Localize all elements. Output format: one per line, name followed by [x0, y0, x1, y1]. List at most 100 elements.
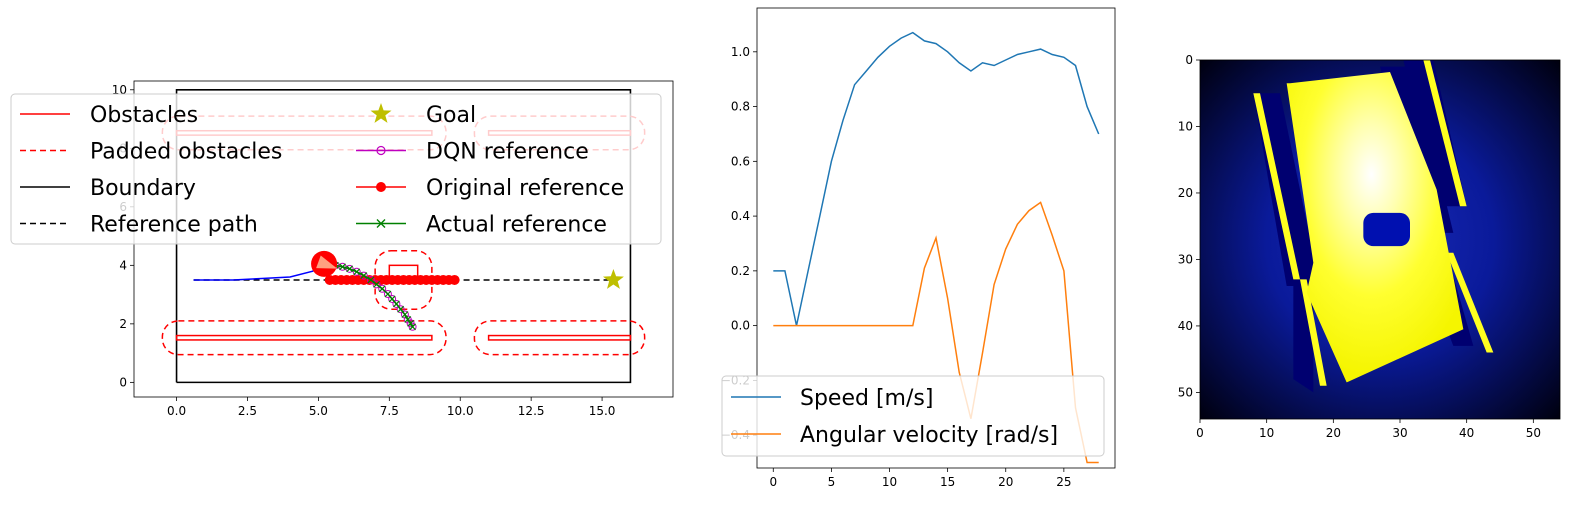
actual-reference-point — [373, 280, 380, 288]
vehicle-trajectory-line — [193, 263, 325, 281]
p1-x-tick-label: 5.0 — [309, 404, 328, 418]
p3-y-tick-label: 0 — [1185, 53, 1193, 67]
legend-x-marker — [376, 219, 386, 228]
legend-label: Goal — [426, 103, 476, 128]
dqn-reference-point — [359, 271, 368, 280]
dqn-reference-point — [372, 280, 381, 289]
legend: Obstacles Padded obstacles Boundary Referen… — [10, 93, 662, 245]
actual-reference-point — [407, 319, 415, 327]
p1-x-tick-label: 15.0 — [589, 404, 616, 418]
actual-reference-point — [392, 300, 400, 308]
dqn-reference-point — [383, 290, 392, 299]
p3-x-tick-label: 10 — [1259, 426, 1274, 440]
dqn-reference-point — [388, 294, 397, 303]
dqn-reference-point — [392, 299, 401, 308]
p1-y-tick-label: 10 — [112, 83, 127, 97]
p3-x-tick-label: 30 — [1392, 426, 1407, 440]
p2-y-tick-label: 0.8 — [731, 100, 750, 114]
goal-star — [603, 269, 624, 289]
wall-edge — [1423, 60, 1467, 207]
dqn-reference-point — [396, 305, 405, 314]
legend-label: DQN reference — [426, 140, 589, 165]
p2-x-tick-label: 15 — [940, 475, 955, 489]
actual-reference-point — [367, 276, 375, 284]
original-reference-point — [449, 274, 460, 285]
padded-obstacle — [161, 320, 447, 356]
actual-reference-point — [404, 316, 412, 323]
actual-reference-line — [335, 264, 414, 328]
p3-y-tick-label: 20 — [1178, 186, 1193, 200]
wall-edge — [1446, 252, 1494, 353]
dqn-reference-point — [366, 275, 375, 284]
p2-y-tick-label: 0.4 — [731, 209, 750, 223]
legend-circle-marker — [376, 145, 386, 156]
p3-x-tick-label: 40 — [1459, 426, 1474, 440]
p3-x-tick-label: 0 — [1196, 426, 1204, 440]
obstacle — [175, 334, 433, 341]
p1-x-tick-label: 12.5 — [518, 404, 545, 418]
padded-obstacle — [473, 320, 646, 356]
p2-x-tick-label: 0 — [769, 475, 777, 489]
p1-x-tick-label: 10.0 — [447, 404, 474, 418]
vehicle-heading-arrow — [316, 255, 338, 269]
actual-reference-point — [360, 272, 368, 279]
legend-label: Angular velocity [rad/s] — [800, 423, 1058, 448]
p1-x-tick-label: 0.0 — [167, 404, 186, 418]
legend-dot-marker — [376, 182, 386, 192]
obstacle — [487, 334, 632, 341]
p2-x-tick-label: 25 — [1056, 475, 1071, 489]
dqn-reference-point — [345, 264, 354, 273]
p1-x-tick-label: 2.5 — [238, 404, 257, 418]
actual-reference-point — [346, 265, 354, 273]
dqn-reference-point — [352, 267, 361, 276]
actual-reference-point — [397, 305, 405, 313]
occupancy-panel: 0 10 20 30 40 50 0 10 20 30 40 50 — [1178, 53, 1561, 440]
legend-label: Reference path — [90, 213, 258, 238]
wall-edge — [1253, 93, 1300, 280]
actual-reference-point — [401, 311, 409, 318]
p2-y-tick-label: 0.6 — [731, 154, 750, 168]
dqn-reference-line — [335, 264, 414, 328]
p2-y-tick-label: 0.0 — [731, 319, 750, 333]
legend-label: Speed [m/s] — [800, 386, 933, 411]
p1-y-tick-label: 4 — [119, 258, 127, 272]
p2-x-tick-label: 20 — [998, 475, 1013, 489]
legend-star-marker — [370, 103, 392, 123]
obstacle-blob — [1363, 212, 1410, 247]
dqn-reference-point — [408, 322, 417, 331]
actual-reference-point — [339, 263, 346, 271]
actual-reference-point — [378, 285, 386, 293]
p1-x-tick-label: 7.5 — [380, 404, 399, 418]
legend-label: Padded obstacles — [90, 140, 282, 165]
p3-x-tick-label: 50 — [1526, 426, 1541, 440]
legend-label: Obstacles — [90, 103, 198, 128]
actual-reference-point — [353, 268, 361, 276]
p3-y-tick-label: 50 — [1178, 385, 1193, 399]
p2-y-tick-label: 0.2 — [731, 264, 750, 278]
p1-y-tick-label: 2 — [119, 317, 127, 331]
legend-box — [10, 93, 662, 245]
actual-reference-point — [409, 323, 417, 331]
trajectory-panel: 0.02.55.07.510.012.515.00246810 Obstacle… — [10, 80, 674, 418]
legend-label: Actual reference — [426, 213, 607, 238]
p3-y-tick-label: 10 — [1178, 119, 1193, 133]
p2-y-tick-label: 1.0 — [731, 45, 750, 59]
legend-label: Original reference — [426, 176, 624, 201]
plot-frame — [1199, 59, 1561, 420]
legend: Speed [m/s] Angular velocity [rad/s] — [721, 375, 1105, 457]
p3-y-tick-label: 40 — [1178, 319, 1193, 333]
legend-label: Boundary — [90, 176, 196, 201]
series-line — [773, 31, 1100, 326]
dqn-reference-point — [378, 284, 387, 293]
p3-x-tick-label: 20 — [1326, 426, 1341, 440]
p2-x-tick-label: 10 — [882, 475, 897, 489]
legend-box — [721, 375, 1105, 457]
p3-y-tick-label: 30 — [1178, 252, 1193, 266]
wall-stripe — [1403, 60, 1467, 207]
wall-edge — [1300, 279, 1327, 386]
p1-y-tick-label: 0 — [119, 375, 127, 389]
p2-x-tick-label: 5 — [828, 475, 836, 489]
series-line — [773, 201, 1099, 464]
